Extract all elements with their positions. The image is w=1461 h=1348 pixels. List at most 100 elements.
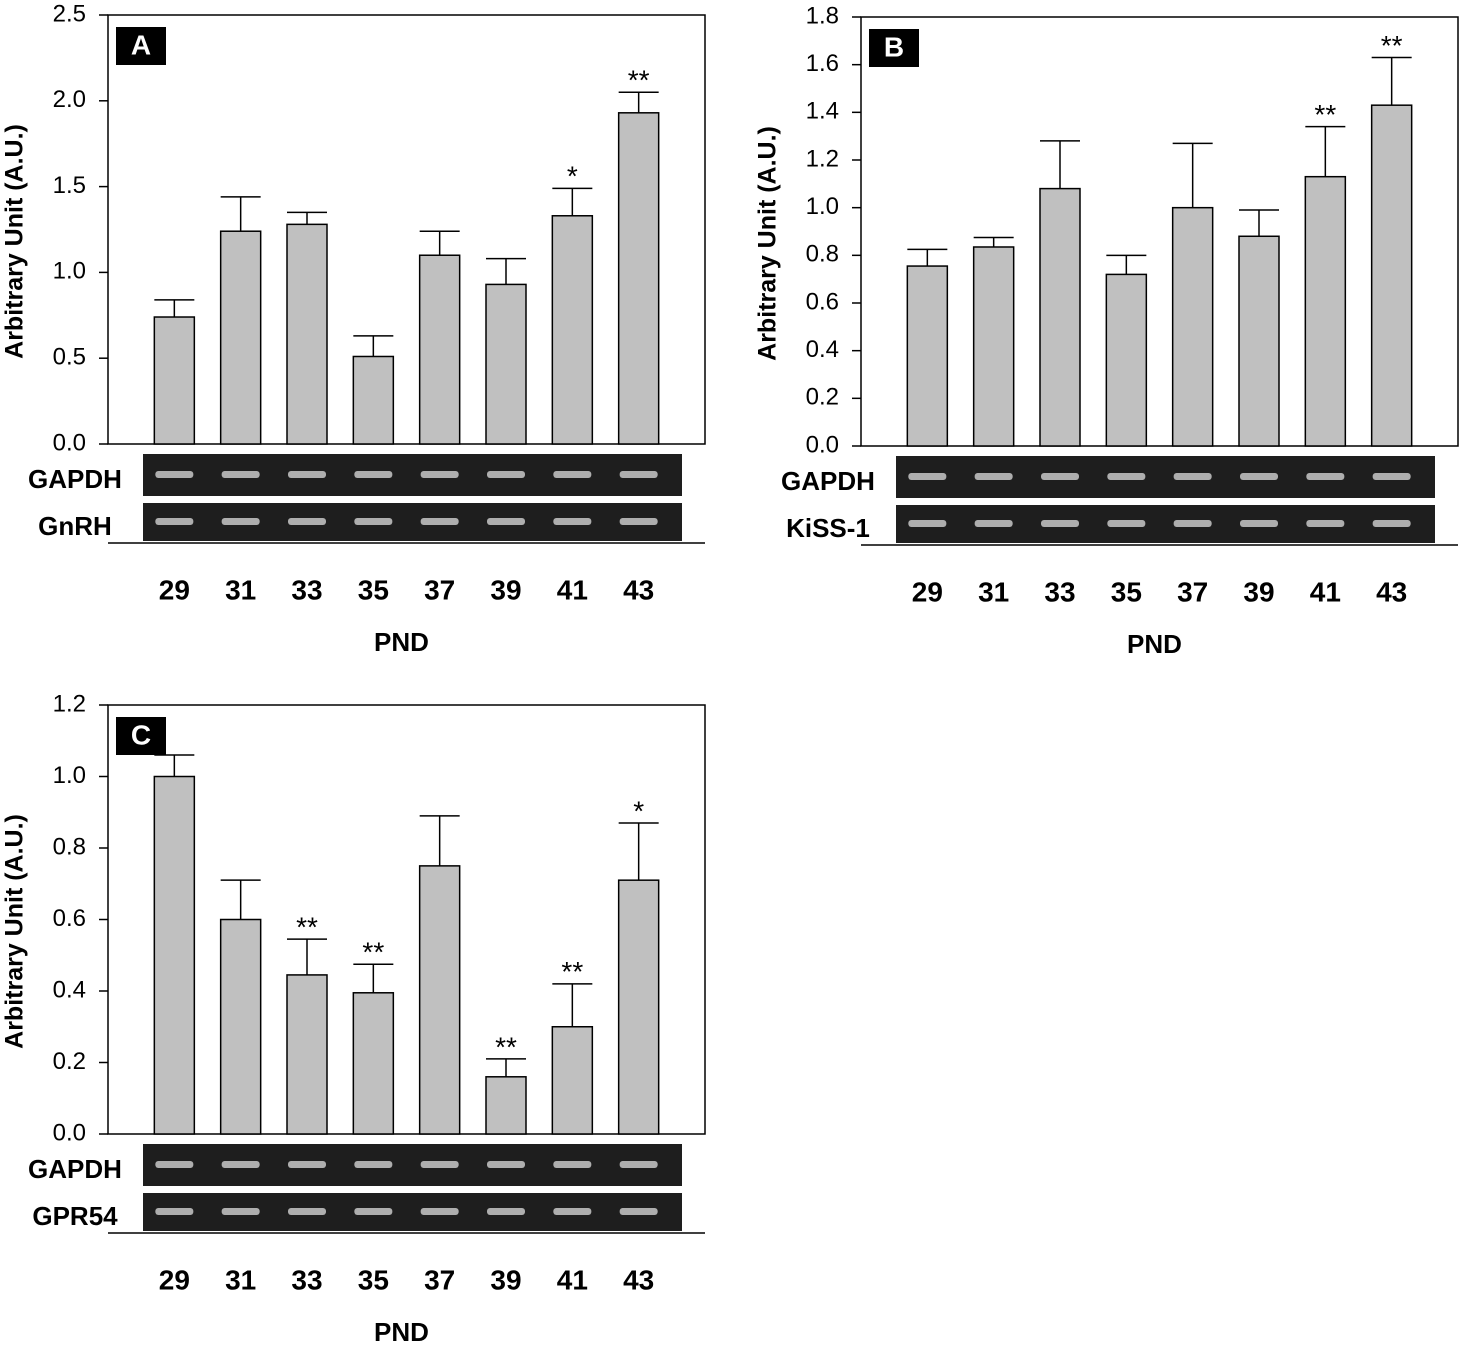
x-tick-label: 43 — [623, 1264, 654, 1295]
gel-band — [354, 1161, 393, 1168]
x-tick-label: 33 — [1044, 576, 1075, 607]
y-tick-label: 1.6 — [806, 50, 839, 77]
x-tick-label: 31 — [978, 576, 1009, 607]
y-axis-label: Arbitrary Unit (A.U.) — [1, 124, 29, 359]
gel-band — [553, 471, 592, 478]
bar — [485, 283, 527, 445]
gel-band — [354, 518, 393, 525]
bar — [153, 775, 196, 1135]
bar — [972, 246, 1015, 447]
gel-band — [553, 1161, 592, 1168]
bar — [617, 879, 660, 1135]
gel-band — [1372, 520, 1411, 527]
gel-band — [553, 518, 592, 525]
gel-band — [1107, 520, 1146, 527]
x-axis-label: PND — [374, 1317, 429, 1347]
significance-label: * — [633, 795, 644, 826]
y-tick-label: 0.0 — [53, 429, 86, 456]
gel-band — [354, 1208, 393, 1215]
bar — [286, 974, 328, 1135]
bar — [1370, 104, 1413, 447]
y-tick-label: 1.4 — [806, 98, 839, 125]
x-tick-label: 43 — [623, 574, 654, 605]
gel-band — [155, 1208, 194, 1215]
y-tick-label: 0.2 — [53, 1048, 86, 1075]
y-tick-label: 1.2 — [53, 690, 86, 717]
x-tick-label: 41 — [557, 1264, 588, 1295]
x-tick-label: 37 — [424, 1264, 455, 1295]
x-axis-label: PND — [374, 627, 429, 657]
bar — [1171, 206, 1214, 447]
x-tick-label: 41 — [557, 574, 588, 605]
gel-band — [487, 471, 525, 478]
significance-label: ** — [1381, 30, 1403, 61]
gel-label: KiSS-1 — [786, 513, 870, 543]
gel-band — [1041, 520, 1079, 527]
y-tick-label: 0.6 — [53, 905, 86, 932]
gel-band — [1306, 520, 1345, 527]
gel-band — [553, 1208, 592, 1215]
gel-band — [155, 471, 194, 478]
x-tick-label: 37 — [424, 574, 455, 605]
x-tick-label: 33 — [291, 1264, 322, 1295]
y-tick-label: 0.4 — [53, 976, 86, 1003]
significance-label: ** — [628, 65, 650, 96]
gel-band — [288, 1161, 326, 1168]
bar — [551, 215, 594, 445]
y-tick-label: 0.4 — [806, 336, 839, 363]
gel-label: GAPDH — [781, 466, 875, 496]
plot-frame — [107, 704, 706, 1135]
y-tick-label: 1.0 — [53, 258, 86, 285]
x-tick-label: 31 — [225, 574, 256, 605]
gel-band — [1107, 473, 1146, 480]
gel-band — [1372, 473, 1411, 480]
y-tick-label: 0.6 — [806, 288, 839, 315]
x-tick-label: 29 — [159, 574, 190, 605]
bar — [352, 992, 395, 1135]
gel-band — [487, 1161, 525, 1168]
gel-band — [420, 1208, 459, 1215]
x-tick-label: 41 — [1310, 576, 1341, 607]
x-tick-label: 37 — [1177, 576, 1208, 607]
gel-band — [1240, 520, 1278, 527]
gel-band — [288, 471, 326, 478]
x-tick-label: 39 — [490, 1264, 521, 1295]
bar — [906, 265, 949, 447]
y-tick-label: 1.0 — [53, 762, 86, 789]
bar — [352, 355, 395, 445]
gel-label: GPR54 — [32, 1201, 118, 1231]
gel-band — [1240, 473, 1278, 480]
gel-band — [1173, 473, 1212, 480]
significance-label: ** — [362, 937, 384, 968]
y-tick-label: 1.2 — [806, 145, 839, 172]
gel-band — [420, 471, 459, 478]
gel-band — [619, 518, 658, 525]
gel-band — [974, 520, 1013, 527]
plot-frame — [860, 16, 1459, 447]
panel-label: A — [131, 29, 151, 60]
gel-band — [1041, 473, 1079, 480]
bar — [219, 918, 262, 1135]
y-tick-label: 0.8 — [53, 833, 86, 860]
y-tick-label: 1.5 — [53, 172, 86, 199]
gel-band — [1306, 473, 1345, 480]
significance-label: * — [567, 161, 578, 192]
x-tick-label: 35 — [1111, 576, 1142, 607]
y-tick-label: 0.5 — [53, 344, 86, 371]
significance-label: ** — [495, 1031, 517, 1062]
x-tick-label: 39 — [490, 574, 521, 605]
x-tick-label: 29 — [912, 576, 943, 607]
panel-label-box — [869, 29, 919, 67]
gel-band — [221, 518, 260, 525]
y-axis-label: Arbitrary Unit (A.U.) — [1, 814, 29, 1049]
panel-label-box — [116, 27, 166, 65]
gel-band — [221, 1208, 260, 1215]
bar — [1304, 175, 1347, 447]
significance-label: ** — [1314, 99, 1336, 130]
bar — [1039, 187, 1081, 447]
gel-band — [1173, 520, 1212, 527]
panel-label-box — [116, 717, 166, 755]
y-tick-label: 1.8 — [806, 2, 839, 29]
gel-label: GAPDH — [28, 1154, 122, 1184]
